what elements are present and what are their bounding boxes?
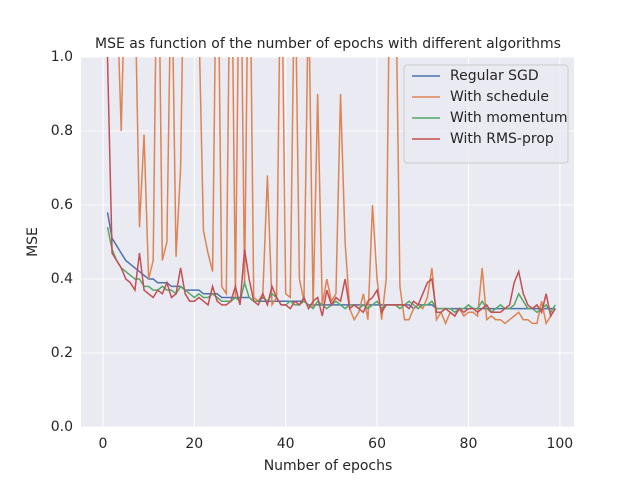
y-axis-label: MSE xyxy=(25,227,41,257)
y-tick-label: 1.0 xyxy=(51,49,73,65)
chart-title: MSE as function of the number of epochs … xyxy=(95,36,561,52)
legend-box xyxy=(403,64,569,164)
x-tick-label: 80 xyxy=(460,436,478,452)
x-tick-label: 40 xyxy=(277,436,295,452)
y-tick-label: 0.0 xyxy=(51,419,73,435)
y-tick-label: 0.8 xyxy=(51,123,73,139)
legend-label: With schedule xyxy=(450,89,549,105)
legend-label: Regular SGD xyxy=(450,68,539,84)
data-line xyxy=(118,57,556,326)
y-tick-label: 0.4 xyxy=(51,271,73,287)
y-tick-label: 0.6 xyxy=(51,197,73,213)
x-axis-label: Number of epochs xyxy=(264,458,393,474)
data-line xyxy=(106,57,556,319)
x-tick-label: 100 xyxy=(546,436,573,452)
y-tick-label: 0.2 xyxy=(51,345,73,361)
x-tick-label: 0 xyxy=(98,436,107,452)
x-tick-label: 20 xyxy=(185,436,203,452)
legend-label: With momentum xyxy=(450,110,568,126)
x-tick-label: 60 xyxy=(368,436,386,452)
legend-label: With RMS-prop xyxy=(450,131,554,147)
